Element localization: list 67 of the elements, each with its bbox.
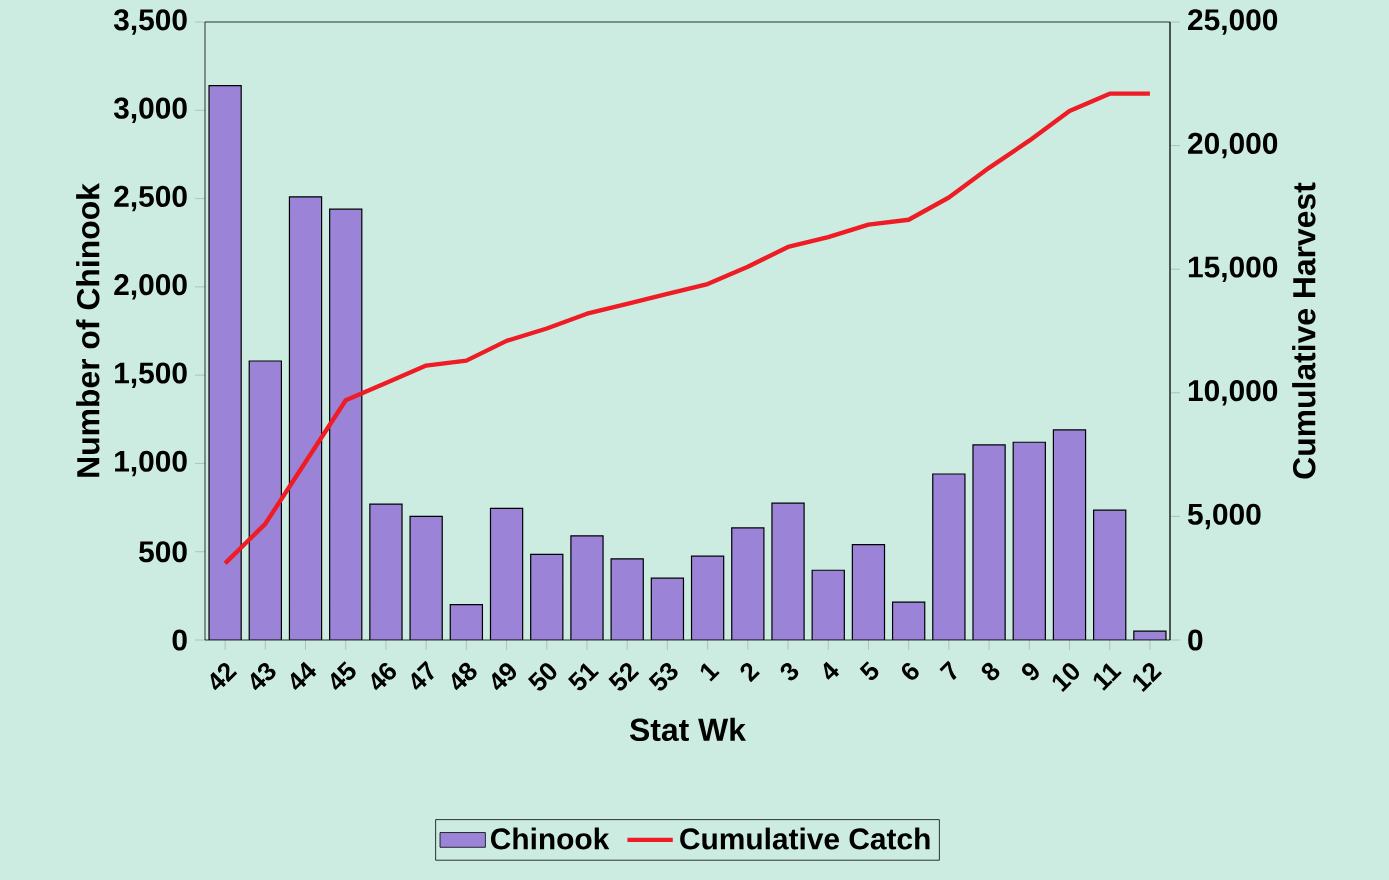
x-tick-label: 49 (491, 663, 517, 691)
bar (972, 444, 1006, 640)
line-series (222, 91, 1153, 566)
x-tick-label: 44 (290, 661, 317, 691)
bar (209, 85, 242, 640)
x-axis-title: Stat Wk (629, 717, 746, 742)
x-tick-label: 48 (451, 662, 477, 691)
x-tick-label: 12 (1133, 662, 1162, 692)
legend-label: Chinook (490, 827, 610, 850)
x-tick-label: 52 (608, 662, 640, 691)
x-tick-label: 43 (250, 662, 276, 691)
bar (812, 570, 845, 640)
bar (369, 504, 403, 640)
x-tick-label: 51 (567, 663, 600, 691)
y-tick-label: 3,500 (113, 9, 187, 35)
y2-tick-label: 25,000 (1188, 9, 1278, 35)
y2-tick-label: 15,000 (1188, 256, 1278, 282)
x-tick-label: 10 (1052, 663, 1080, 692)
bar (1013, 442, 1046, 640)
bar (570, 535, 604, 640)
bar (691, 556, 724, 640)
y-axis-title: Number of Chinook (76, 183, 100, 477)
bar (1093, 510, 1126, 640)
y-tick-label: 1,500 (115, 362, 187, 388)
y-tick-label: 0 (172, 629, 187, 651)
bar (450, 604, 483, 640)
x-tick-label: 53 (648, 662, 678, 691)
y-tick-label: 2,500 (114, 185, 187, 212)
x-tick-label: 7 (939, 660, 957, 681)
y2-axis-title: Cumulative Harvest (1292, 182, 1316, 479)
y2-tick-label: 5,000 (1187, 503, 1261, 530)
bar (329, 209, 362, 640)
x-tick-label: 45 (330, 661, 356, 691)
y2-tick-label: 10,000 (1188, 380, 1278, 406)
y-tick-label: 3,000 (113, 97, 187, 124)
x-tick-label: 3 (780, 662, 799, 681)
x-tick-label: 4 (823, 661, 840, 680)
y2-tick-label: 20,000 (1188, 132, 1278, 159)
bar (530, 554, 563, 640)
x-tick-label: 47 (411, 660, 434, 691)
x-tick-label: 6 (901, 662, 919, 680)
y-tick-label: 1,000 (115, 450, 187, 477)
x-tick-label: 11 (1093, 663, 1122, 691)
bar (249, 361, 282, 640)
x-tick-label: 8 (981, 662, 1000, 681)
x-tick-label: 42 (210, 662, 238, 691)
bar (852, 544, 885, 640)
x-tick-label: 9 (1022, 663, 1039, 681)
y-tick-label: 500 (139, 541, 187, 563)
bar (490, 508, 523, 640)
x-tick-label: 50 (527, 663, 557, 691)
y-tick-label: 2,000 (114, 274, 187, 300)
y2-tick-label: 0 (1188, 629, 1203, 651)
bar (289, 196, 322, 640)
bar (611, 558, 644, 640)
legend-label: Cumulative Catch (680, 827, 930, 850)
x-tick-label: 2 (740, 662, 760, 683)
x-tick-label: 1 (700, 663, 720, 682)
x-tick-label: 46 (371, 662, 396, 691)
bar (731, 527, 764, 640)
bar (651, 578, 684, 640)
bar (932, 474, 965, 640)
bar (892, 602, 925, 640)
bar (1053, 429, 1086, 640)
x-tick-label: 5 (859, 661, 879, 681)
bar (410, 516, 443, 640)
bar (771, 503, 805, 640)
